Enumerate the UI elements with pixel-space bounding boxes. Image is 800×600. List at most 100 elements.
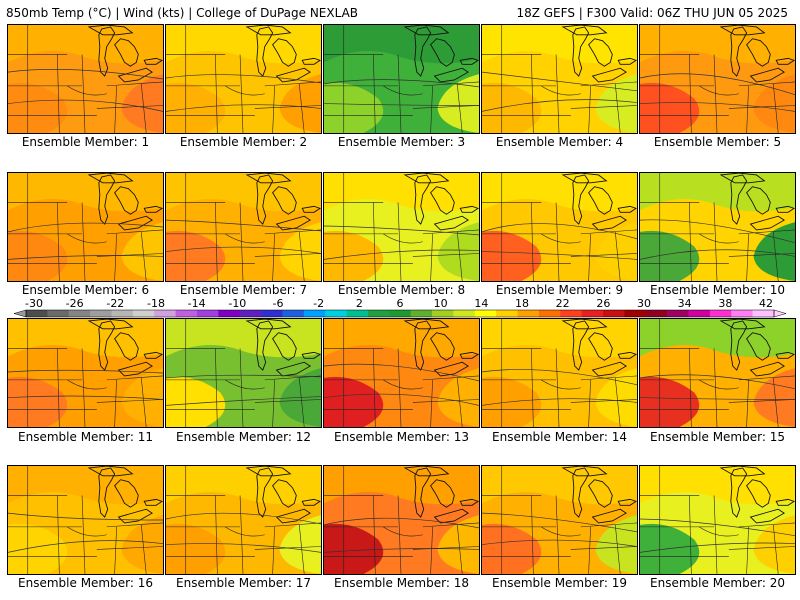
colorbar-swatch — [496, 310, 518, 317]
temperature-field-20 — [640, 466, 795, 574]
colorbar-swatch — [154, 310, 176, 317]
colorbar-swatch — [688, 310, 711, 317]
colorbar-swatch — [196, 310, 219, 317]
ensemble-panel-16 — [7, 465, 164, 575]
ensemble-panel-7 — [165, 172, 322, 282]
colorbar-swatch — [538, 310, 561, 317]
colorbar-swatch — [218, 310, 241, 317]
colorbar-swatch — [282, 310, 305, 317]
colorbar-swatch — [667, 310, 689, 317]
ensemble-panel-12 — [165, 318, 322, 428]
temperature-field-2 — [166, 25, 321, 133]
model-valid-time: 18Z GEFS | F300 Valid: 06Z THU JUN 05 20… — [516, 6, 788, 20]
temperature-field-18 — [324, 466, 479, 574]
colorbar-tick-label: 30 — [637, 297, 651, 310]
ensemble-member-label: Ensemble Member: 12 — [176, 430, 311, 444]
ensemble-member-label: Ensemble Member: 11 — [18, 430, 153, 444]
temperature-field-7 — [166, 173, 321, 281]
colorbar-tick-label: 18 — [515, 297, 529, 310]
temperature-field-14 — [482, 319, 637, 427]
ensemble-panel-5 — [639, 24, 796, 134]
colorbar-swatch — [132, 310, 155, 317]
colorbar-swatch — [624, 310, 647, 317]
temperature-field-19 — [482, 466, 637, 574]
ensemble-panel-19 — [481, 465, 638, 575]
colorbar-swatch — [90, 310, 112, 317]
temperature-field-10 — [640, 173, 795, 281]
ensemble-panel-2 — [165, 24, 322, 134]
colorbar-swatch — [325, 310, 347, 317]
temperature-field-3 — [324, 25, 479, 133]
ensemble-member-label: Ensemble Member: 10 — [650, 283, 785, 297]
colorbar-tick-label: 38 — [718, 297, 732, 310]
colorbar-swatch — [517, 310, 540, 317]
ensemble-member-label: Ensemble Member: 15 — [650, 430, 785, 444]
temperature-field-16 — [8, 466, 163, 574]
ensemble-panel-4 — [481, 24, 638, 134]
colorbar-low-arrow — [14, 309, 27, 318]
temperature-field-1 — [8, 25, 163, 133]
colorbar-tick-label: 22 — [556, 297, 570, 310]
colorbar-tick-label: 6 — [397, 297, 404, 310]
ensemble-panel-1 — [7, 24, 164, 134]
colorbar-swatch — [560, 310, 582, 317]
ensemble-panel-20 — [639, 465, 796, 575]
ensemble-panel-10 — [639, 172, 796, 282]
ensemble-member-label: Ensemble Member: 5 — [653, 135, 782, 149]
map-title: 850mb Temp (°C) | Wind (kts) | College o… — [6, 6, 359, 20]
temperature-field-4 — [482, 25, 637, 133]
colorbar-swatch — [474, 310, 497, 317]
ensemble-member-label: Ensemble Member: 20 — [650, 576, 785, 590]
colorbar-tick-label: 10 — [434, 297, 448, 310]
colorbar-tick-label: 26 — [596, 297, 610, 310]
colorbar-tick-label: 34 — [678, 297, 692, 310]
colorbar-swatch — [346, 310, 369, 317]
colorbar-swatch — [239, 310, 262, 317]
colorbar-tick-label: -6 — [273, 297, 284, 310]
ensemble-panel-15 — [639, 318, 796, 428]
ensemble-panel-8 — [323, 172, 480, 282]
colorbar-tick-label: -10 — [228, 297, 246, 310]
colorbar-tick-label: -26 — [66, 297, 84, 310]
ensemble-member-label: Ensemble Member: 18 — [334, 576, 469, 590]
colorbar-frame — [25, 309, 775, 318]
temperature-field-17 — [166, 466, 321, 574]
ensemble-member-label: Ensemble Member: 4 — [495, 135, 624, 149]
ensemble-member-label: Ensemble Member: 8 — [337, 283, 466, 297]
colorbar-swatch — [68, 310, 91, 317]
colorbar-tick-label: -18 — [147, 297, 165, 310]
temperature-field-9 — [482, 173, 637, 281]
ensemble-member-label: Ensemble Member: 13 — [334, 430, 469, 444]
colorbar-swatch — [303, 310, 326, 317]
ensemble-member-label: Ensemble Member: 7 — [179, 283, 308, 297]
temperature-colorbar: -30 -26 -22 -18 -14 -10 -6 -2 2 6 10 14 18 22 26 30 34 38… — [14, 297, 786, 318]
colorbar-swatch — [581, 310, 604, 317]
ensemble-panel-18 — [323, 465, 480, 575]
colorbar-tick-label: 42 — [759, 297, 773, 310]
ensemble-member-label: Ensemble Member: 16 — [18, 576, 153, 590]
colorbar-swatch — [603, 310, 625, 317]
ensemble-panel-11 — [7, 318, 164, 428]
ensemble-panel-14 — [481, 318, 638, 428]
colorbar-swatch — [111, 310, 134, 317]
ensemble-member-label: Ensemble Member: 3 — [337, 135, 466, 149]
temperature-field-12 — [166, 319, 321, 427]
ensemble-member-label: Ensemble Member: 9 — [495, 283, 624, 297]
temperature-field-11 — [8, 319, 163, 427]
colorbar-swatch — [367, 310, 390, 317]
colorbar-swatch — [432, 310, 454, 317]
colorbar-tick-label: -2 — [313, 297, 324, 310]
temperature-field-6 — [8, 173, 163, 281]
colorbar-swatch — [709, 310, 732, 317]
colorbar-tick-label: -30 — [25, 297, 43, 310]
ensemble-panel-17 — [165, 465, 322, 575]
temperature-field-5 — [640, 25, 795, 133]
temperature-field-13 — [324, 319, 479, 427]
ensemble-member-label: Ensemble Member: 1 — [21, 135, 150, 149]
ensemble-member-label: Ensemble Member: 17 — [176, 576, 311, 590]
colorbar-tick-label: -22 — [106, 297, 124, 310]
ensemble-panel-9 — [481, 172, 638, 282]
colorbar-tick-label: -14 — [188, 297, 206, 310]
ensemble-panel-6 — [7, 172, 164, 282]
ensemble-member-label: Ensemble Member: 6 — [21, 283, 150, 297]
